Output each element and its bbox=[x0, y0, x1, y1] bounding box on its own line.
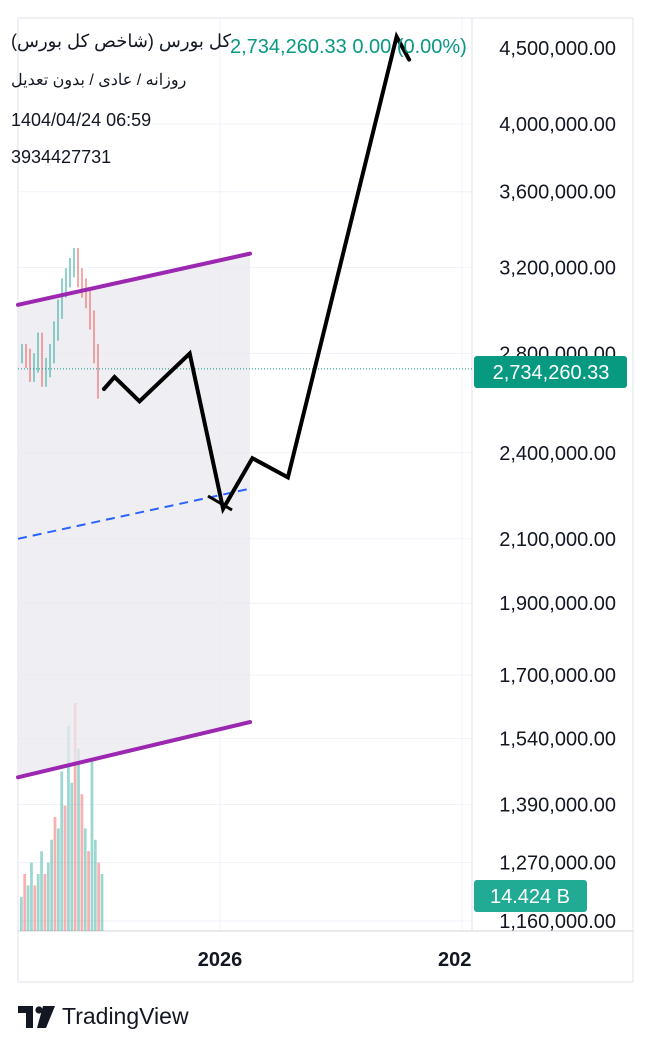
volume-bar bbox=[73, 703, 77, 931]
price-axis-label: 2,100,000.00 bbox=[499, 529, 616, 551]
price-axis-label: 1,900,000.00 bbox=[499, 593, 616, 615]
price-axis-label: 4,500,000.00 bbox=[499, 38, 616, 60]
volume-badge-text: 14.424 B bbox=[490, 886, 570, 908]
tradingview-logo-icon bbox=[18, 1005, 55, 1028]
brand-name: TradingView bbox=[62, 1003, 189, 1029]
volume-bar bbox=[53, 817, 57, 931]
volume-bar bbox=[23, 874, 27, 931]
volume-bar bbox=[83, 828, 87, 931]
last-price-badge: 2,734,260.33 bbox=[474, 356, 627, 388]
price-axis-label: 4,000,000.00 bbox=[499, 114, 616, 136]
volume-bar bbox=[100, 874, 104, 931]
volume-bar bbox=[80, 794, 84, 931]
time-axis-label: 2026 bbox=[198, 949, 243, 971]
price-axis-label: 3,200,000.00 bbox=[499, 258, 616, 280]
price-axis-label: 3,600,000.00 bbox=[499, 182, 616, 204]
price-axis-label: 1,160,000.00 bbox=[499, 911, 616, 933]
volume-bar bbox=[33, 885, 37, 931]
volume-bar bbox=[70, 782, 74, 931]
volume-bar bbox=[93, 839, 97, 931]
last-price-badge-text: 2,734,260.33 bbox=[493, 362, 610, 384]
price-axis[interactable]: 4,500,000.00 4,000,000.00 3,600,000.00 3,20… bbox=[499, 38, 616, 933]
volume-bar bbox=[50, 839, 53, 931]
price-axis-label: 2,400,000.00 bbox=[499, 443, 616, 465]
volume-bar bbox=[56, 828, 60, 931]
volume-bar bbox=[60, 771, 64, 931]
price-axis-label: 1,390,000.00 bbox=[499, 795, 616, 817]
price-axis-label: 1,540,000.00 bbox=[499, 729, 616, 751]
projection-stub bbox=[207, 494, 233, 512]
tradingview-attribution[interactable]: TradingView bbox=[18, 1003, 189, 1030]
volume-bar bbox=[36, 874, 40, 931]
time-axis[interactable]: 2026 202 bbox=[198, 949, 472, 971]
volume-badge: 14.424 B bbox=[474, 880, 587, 912]
quote-readout: 2,734,260.33 0.00 (0.00%) bbox=[230, 36, 467, 58]
projection-path[interactable] bbox=[102, 31, 412, 515]
volume-readout: 3934427731 bbox=[11, 147, 112, 167]
volume-bar bbox=[77, 748, 80, 931]
volume-bar bbox=[30, 862, 33, 931]
volume-bar bbox=[90, 760, 94, 931]
channel-upper-line[interactable] bbox=[16, 251, 252, 307]
volume-bar bbox=[46, 862, 50, 931]
price-axis-label: 1,270,000.00 bbox=[499, 853, 616, 875]
time-axis-label: 202 bbox=[438, 949, 471, 971]
volume-bar bbox=[20, 896, 23, 931]
volume-bar bbox=[63, 805, 67, 931]
interval-settings[interactable]: روزانه / عادی / بدون تعدیل bbox=[11, 72, 187, 89]
symbol-title[interactable]: کل بورس (شاخص کل بورس) bbox=[11, 31, 232, 51]
channel-lower-line[interactable] bbox=[16, 720, 252, 780]
volume-bar bbox=[87, 851, 90, 931]
price-axis-label: 1,700,000.00 bbox=[499, 665, 616, 687]
volume-bar bbox=[67, 725, 70, 931]
volume-bars bbox=[20, 703, 104, 931]
volume-bar bbox=[43, 874, 47, 931]
volume-bar bbox=[26, 885, 30, 931]
channel-fill bbox=[18, 253, 250, 778]
volume-bar bbox=[40, 851, 43, 931]
bar-date: 1404/04/24 06:59 bbox=[11, 110, 152, 130]
volume-bar bbox=[97, 862, 101, 931]
price-candles bbox=[21, 247, 99, 399]
